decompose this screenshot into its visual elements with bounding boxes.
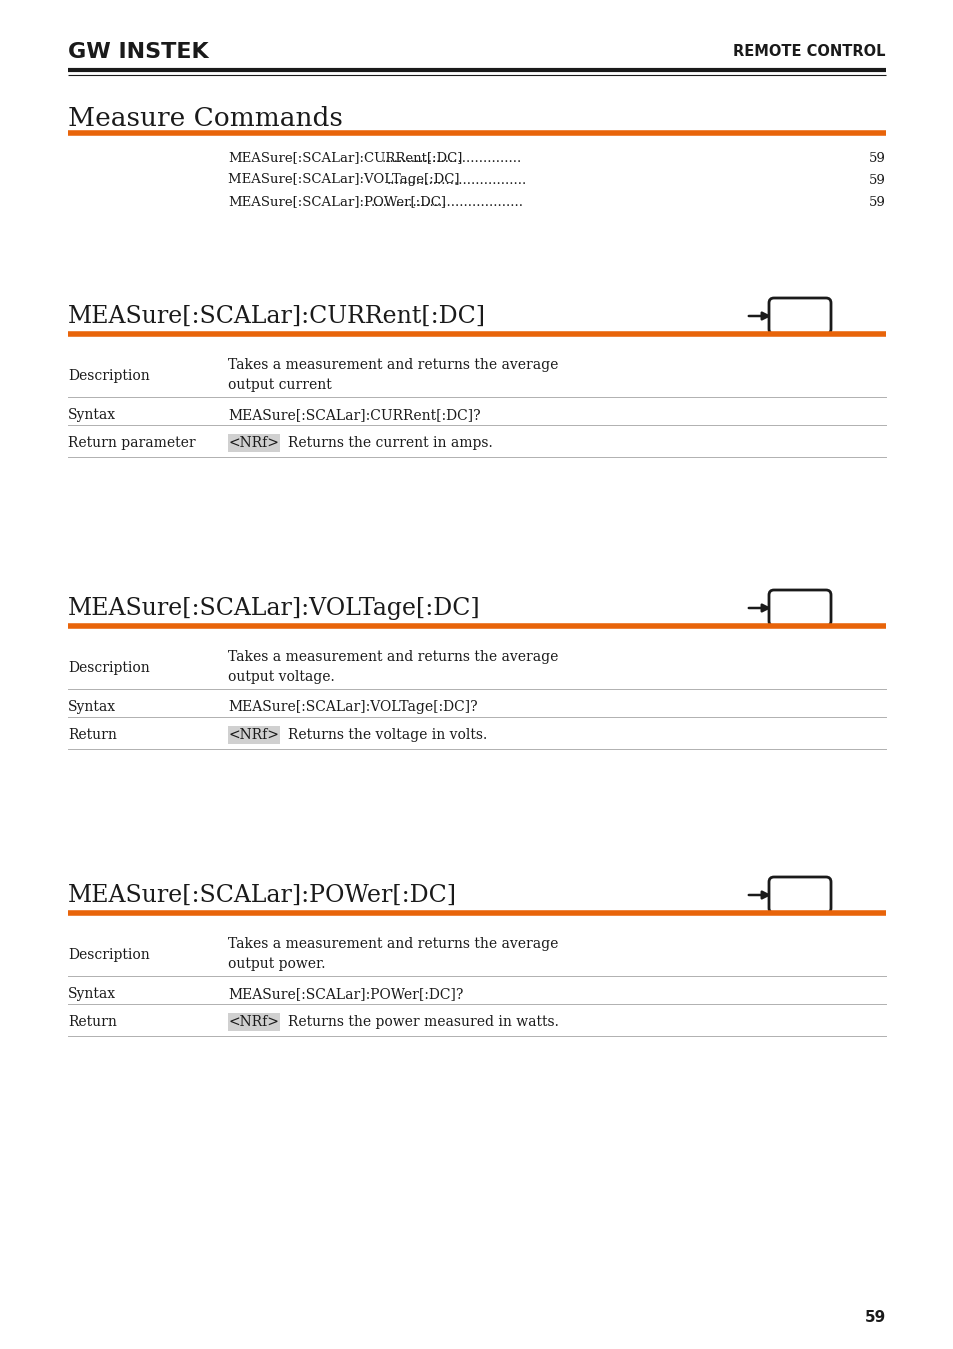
Text: Takes a measurement and returns the average: Takes a measurement and returns the aver… bbox=[228, 650, 558, 664]
Text: Return: Return bbox=[68, 1014, 117, 1029]
Text: Takes a measurement and returns the average: Takes a measurement and returns the aver… bbox=[228, 357, 558, 372]
Text: MEASure[:SCALar]:CURRent[:DC]?: MEASure[:SCALar]:CURRent[:DC]? bbox=[228, 407, 480, 422]
Text: Return parameter: Return parameter bbox=[68, 436, 195, 451]
Text: Syntax: Syntax bbox=[68, 700, 116, 714]
FancyBboxPatch shape bbox=[228, 434, 280, 452]
Text: MEASure[:SCALar]:CURRent[:DC]: MEASure[:SCALar]:CURRent[:DC] bbox=[68, 305, 485, 328]
Text: Returns the power measured in watts.: Returns the power measured in watts. bbox=[288, 1014, 558, 1029]
Text: Returns the voltage in volts.: Returns the voltage in volts. bbox=[288, 728, 487, 742]
Text: Description: Description bbox=[68, 661, 150, 674]
Text: output current: output current bbox=[228, 378, 332, 393]
Text: <NRf>: <NRf> bbox=[229, 1014, 279, 1029]
Text: Syntax: Syntax bbox=[68, 407, 116, 422]
Text: <NRf>: <NRf> bbox=[229, 728, 279, 742]
Text: MEASure[:SCALar]:POWer[:DC]: MEASure[:SCALar]:POWer[:DC] bbox=[228, 196, 446, 209]
Text: ....................................: .................................... bbox=[371, 196, 523, 209]
FancyBboxPatch shape bbox=[768, 590, 830, 626]
FancyBboxPatch shape bbox=[768, 877, 830, 913]
Text: .................................: ................................. bbox=[387, 174, 527, 186]
Text: REMOTE CONTROL: REMOTE CONTROL bbox=[733, 45, 885, 59]
Text: Measure Commands: Measure Commands bbox=[68, 105, 342, 131]
Text: Returns the current in amps.: Returns the current in amps. bbox=[288, 436, 493, 451]
Text: MEASure[:SCALar]:CURRent[:DC]: MEASure[:SCALar]:CURRent[:DC] bbox=[228, 151, 462, 165]
FancyBboxPatch shape bbox=[228, 1013, 280, 1031]
Text: MEASure[:SCALar]:POWer[:DC]?: MEASure[:SCALar]:POWer[:DC]? bbox=[228, 987, 463, 1001]
Text: 59: 59 bbox=[863, 1310, 885, 1326]
Text: GW INSTEK: GW INSTEK bbox=[68, 42, 209, 62]
Text: 59: 59 bbox=[868, 174, 885, 186]
Text: output power.: output power. bbox=[228, 956, 325, 971]
Text: 59: 59 bbox=[868, 151, 885, 165]
FancyBboxPatch shape bbox=[228, 726, 280, 745]
FancyBboxPatch shape bbox=[768, 298, 830, 335]
Text: Syntax: Syntax bbox=[68, 987, 116, 1001]
Text: MEASure[:SCALar]:VOLTage[:DC]: MEASure[:SCALar]:VOLTage[:DC] bbox=[68, 596, 480, 619]
Text: MEASure[:SCALar]:POWer[:DC]: MEASure[:SCALar]:POWer[:DC] bbox=[68, 884, 456, 907]
Text: 59: 59 bbox=[868, 196, 885, 209]
Text: MEASure[:SCALar]:VOLTage[:DC]: MEASure[:SCALar]:VOLTage[:DC] bbox=[228, 174, 463, 186]
Text: Description: Description bbox=[68, 948, 150, 962]
Text: Description: Description bbox=[68, 370, 150, 383]
Text: .................................: ................................. bbox=[381, 151, 521, 165]
Text: Takes a measurement and returns the average: Takes a measurement and returns the aver… bbox=[228, 938, 558, 951]
Text: Return: Return bbox=[68, 728, 117, 742]
Text: MEASure[:SCALar]:VOLTage[:DC]?: MEASure[:SCALar]:VOLTage[:DC]? bbox=[228, 700, 477, 714]
Text: <NRf>: <NRf> bbox=[229, 436, 279, 451]
Text: output voltage.: output voltage. bbox=[228, 670, 335, 684]
